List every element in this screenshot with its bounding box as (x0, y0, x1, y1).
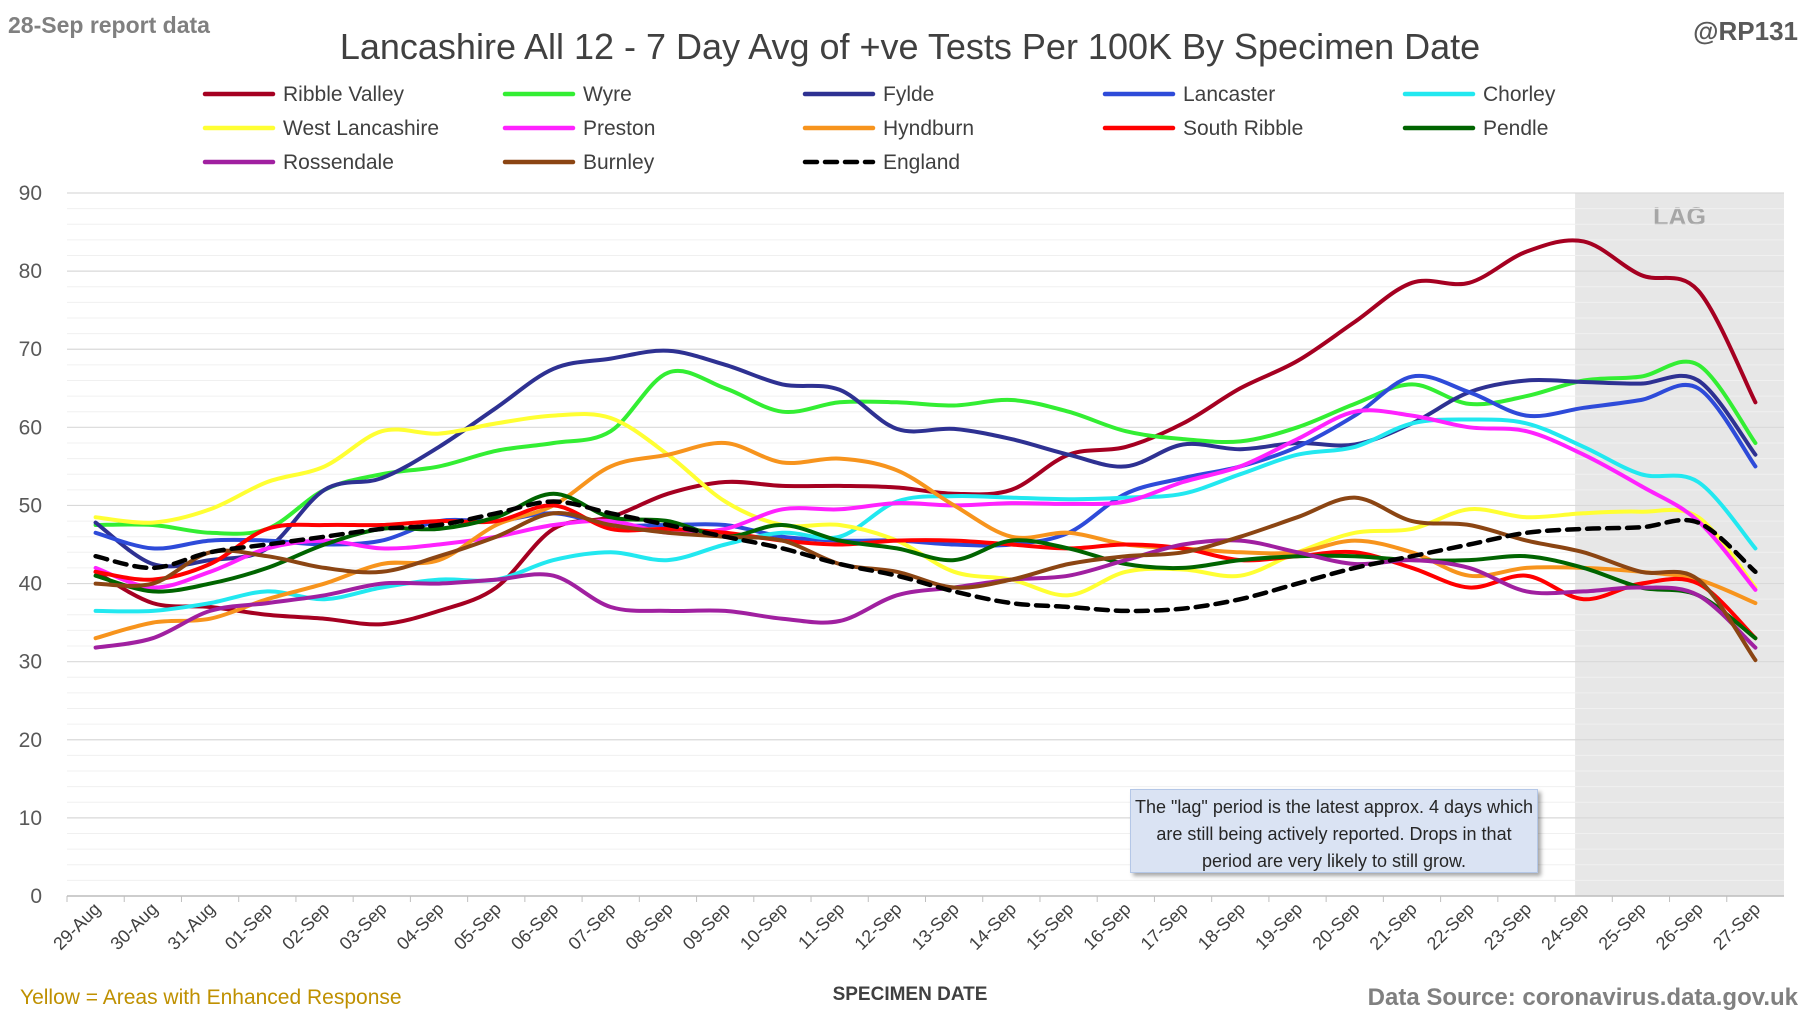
y-tick-label: 60 (19, 416, 42, 439)
x-tick-label: 30-Aug (106, 899, 161, 954)
legend-label-west-lancashire: West Lancashire (283, 117, 439, 140)
y-tick-label: 10 (19, 807, 42, 830)
report-date-note: 28-Sep report data (8, 12, 210, 38)
y-tick-label: 90 (19, 182, 42, 205)
series-line-hyndburn (93, 440, 1758, 641)
series-line-england (93, 499, 1758, 614)
legend-label-rossendale: Rossendale (283, 151, 394, 174)
x-tick-label: 09-Sep (679, 899, 734, 954)
x-tick-label: 23-Sep (1480, 899, 1535, 954)
legend-label-burnley: Burnley (583, 151, 655, 174)
series-line-ribble-valley (93, 238, 1758, 627)
x-tick-label: 02-Sep (278, 899, 333, 954)
x-tick-label: 14-Sep (965, 899, 1020, 954)
x-tick-label: 16-Sep (1079, 899, 1134, 954)
y-tick-label: 0 (30, 885, 42, 908)
series-line-rossendale (93, 538, 1758, 650)
legend-label-england: England (883, 151, 960, 174)
legend-label-pendle: Pendle (1483, 117, 1548, 140)
x-tick-label: 10-Sep (736, 899, 791, 954)
series-line-fylde (93, 348, 1758, 569)
x-tick-label: 25-Sep (1595, 899, 1650, 954)
x-tick-label: 12-Sep (851, 899, 906, 954)
x-tick-label: 03-Sep (335, 899, 390, 954)
x-tick-label: 05-Sep (450, 899, 505, 954)
x-tick-label: 13-Sep (908, 899, 963, 954)
x-tick-label: 19-Sep (1251, 899, 1306, 954)
legend-label-wyre: Wyre (583, 83, 632, 106)
legend-label-south-ribble: South Ribble (1183, 117, 1303, 140)
x-tick-label: 11-Sep (794, 899, 848, 953)
x-tick-label: 18-Sep (1194, 899, 1249, 954)
data-source-note: Data Source: coronavirus.data.gov.uk (1367, 984, 1798, 1011)
legend-label-chorley: Chorley (1483, 83, 1556, 106)
series-line-wyre (93, 359, 1758, 536)
x-tick-label: 01-Sep (221, 899, 276, 954)
x-tick-label: 17-Sep (1137, 899, 1192, 954)
x-tick-label: 15-Sep (1022, 899, 1077, 954)
legend-label-preston: Preston (583, 117, 655, 140)
x-tick-label: 29-Aug (49, 899, 104, 954)
y-tick-label: 20 (19, 729, 42, 752)
x-tick-label: 20-Sep (1308, 899, 1363, 954)
x-tick-label: 26-Sep (1652, 899, 1707, 954)
x-tick-label: 24-Sep (1537, 899, 1592, 954)
legend-label-lancaster: Lancaster (1183, 83, 1275, 106)
x-axis-title: SPECIMEN DATE (832, 984, 988, 1005)
x-tick-label: 22-Sep (1423, 899, 1478, 954)
x-tick-label: 27-Sep (1709, 899, 1764, 954)
legend-label-hyndburn: Hyndburn (883, 117, 974, 140)
y-tick-label: 80 (19, 260, 42, 283)
author-handle: @RP131 (1693, 16, 1798, 46)
enhanced-response-note: Yellow = Areas with Enhanced Response (20, 986, 402, 1009)
x-tick-label: 31-Aug (164, 899, 219, 954)
x-tick-label: 06-Sep (507, 899, 562, 954)
legend-label-ribble-valley: Ribble Valley (283, 83, 405, 106)
y-tick-label: 50 (19, 494, 42, 517)
chart-title: Lancashire All 12 - 7 Day Avg of +ve Tes… (339, 26, 1481, 67)
y-tick-label: 40 (19, 573, 42, 596)
lag-note-box: The "lag" period is the latest approx. 4… (1130, 789, 1538, 873)
x-tick-label: 21-Sep (1366, 899, 1421, 954)
legend-label-fylde: Fylde (883, 83, 934, 106)
series-line-lancaster (93, 373, 1758, 551)
series-line-burnley (93, 495, 1758, 663)
x-tick-label: 07-Sep (564, 899, 619, 954)
y-tick-label: 30 (19, 651, 42, 674)
x-tick-label: 08-Sep (622, 899, 677, 954)
series-line-chorley (93, 417, 1758, 614)
x-tick-label: 04-Sep (393, 899, 448, 954)
series-line-south-ribble (93, 503, 1758, 641)
lag-label: LAG (1653, 203, 1706, 231)
y-tick-label: 70 (19, 338, 42, 361)
series-line-preston (93, 408, 1758, 592)
lag-region (1575, 193, 1784, 896)
